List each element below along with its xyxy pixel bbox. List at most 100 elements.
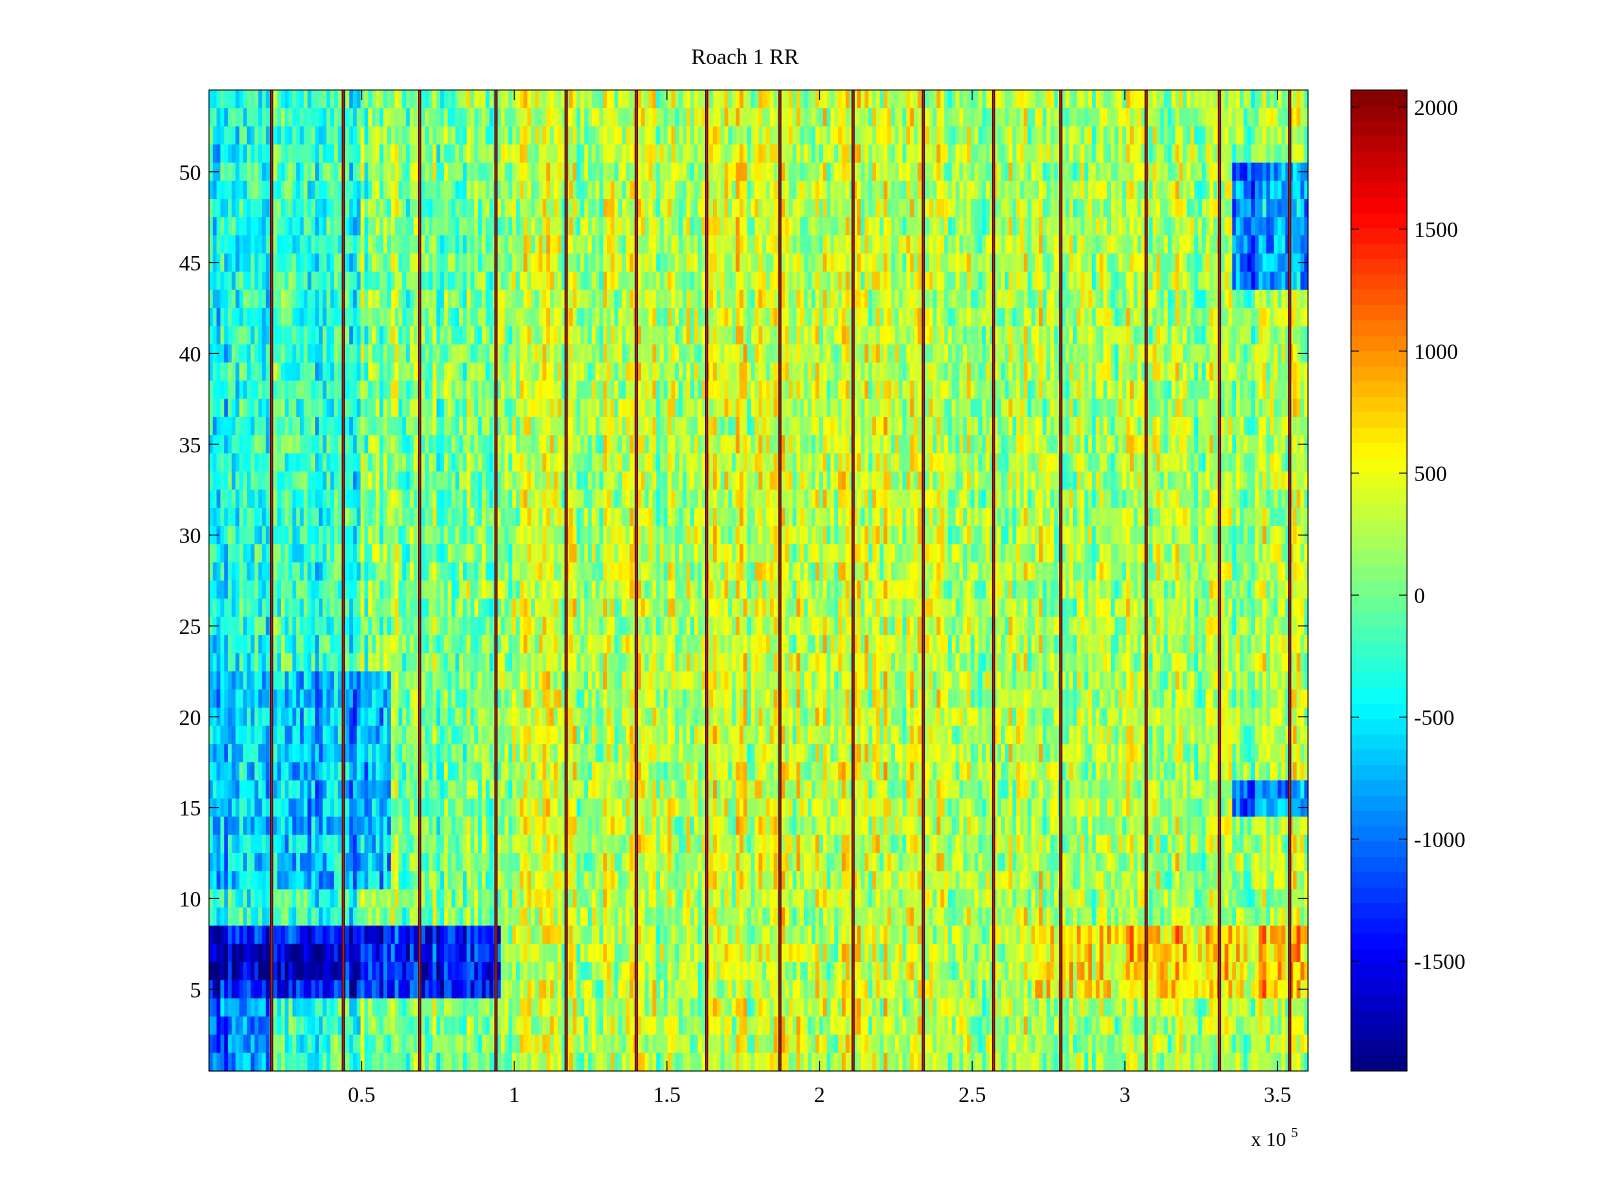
heatmap-cell: [383, 653, 388, 672]
heatmap-cell: [246, 126, 252, 146]
heatmap-cell: [459, 980, 464, 999]
heatmap-cell: [288, 362, 293, 382]
heatmap-cell: [318, 417, 324, 436]
heatmap-cell: [330, 417, 335, 436]
heatmap-cell: [470, 962, 475, 981]
heatmap-cell: [231, 671, 237, 691]
heatmap-cell: [239, 943, 244, 963]
heatmap-cell: [497, 217, 502, 236]
heatmap-cell: [474, 526, 479, 545]
heatmap-cell: [349, 417, 354, 436]
heatmap-cell: [292, 126, 297, 146]
heatmap-cell: [371, 507, 377, 527]
heatmap-cell: [489, 526, 494, 545]
heatmap-cell: [235, 616, 240, 636]
heatmap-cell: [470, 180, 475, 200]
heatmap-cell: [277, 544, 282, 563]
heatmap-cell: [451, 217, 456, 236]
heatmap-cell: [364, 635, 369, 654]
heatmap-cell: [227, 798, 233, 818]
heatmap-cell: [553, 598, 559, 618]
heatmap-cell: [428, 635, 434, 654]
heatmap-cell: [485, 126, 491, 146]
heatmap-cell: [489, 217, 494, 236]
heatmap-cell: [390, 616, 396, 636]
heatmap-cell: [504, 126, 509, 146]
heatmap-cell: [508, 380, 513, 400]
heatmap-cell: [512, 108, 517, 127]
heatmap-cell: [315, 889, 320, 909]
heatmap-cell: [220, 271, 225, 291]
heatmap-cell: [413, 816, 419, 836]
heatmap-cell: [311, 943, 316, 963]
heatmap-cell: [387, 798, 392, 818]
heatmap-cell: [466, 417, 472, 436]
heatmap-cell: [523, 253, 528, 273]
heatmap-cell: [553, 1052, 559, 1072]
heatmap-cell: [284, 998, 290, 1018]
heatmap-cell: [330, 689, 335, 709]
heatmap-cell: [334, 162, 339, 182]
heatmap-cell: [307, 417, 312, 436]
heatmap-cell: [231, 326, 237, 345]
heatmap-cell: [398, 453, 403, 473]
heatmap-cell: [542, 90, 547, 109]
heatmap-cell: [470, 780, 475, 800]
heatmap-cell: [383, 853, 388, 872]
heatmap-cell: [432, 562, 437, 582]
heatmap-cell: [459, 507, 464, 527]
heatmap-cell: [462, 235, 468, 255]
heatmap-cell: [485, 398, 491, 418]
heatmap-cell: [478, 144, 483, 164]
heatmap-cell: [534, 744, 540, 763]
heatmap-cell: [311, 1034, 316, 1054]
heatmap-cell: [443, 417, 449, 436]
heatmap-cell: [231, 108, 237, 127]
heatmap-cell: [421, 962, 426, 981]
heatmap-cell: [478, 962, 483, 981]
heatmap-cell: [394, 853, 400, 872]
heatmap-cell: [383, 144, 388, 164]
heatmap-cell: [262, 1052, 267, 1072]
heatmap-cell: [368, 326, 373, 345]
heatmap-cell: [296, 980, 301, 999]
heatmap-cell: [250, 798, 256, 818]
heatmap-cell: [224, 907, 229, 927]
heatmap-cell: [474, 199, 479, 218]
heatmap-cell: [546, 707, 551, 727]
heatmap-cell: [515, 1016, 521, 1036]
heatmap-cell: [258, 271, 263, 291]
heatmap-cell: [322, 562, 328, 582]
heatmap-cell: [353, 162, 358, 182]
heatmap-cell: [250, 90, 256, 109]
heatmap-cell: [326, 126, 331, 146]
heatmap-cell: [481, 980, 487, 999]
heatmap-cell: [462, 180, 468, 200]
heatmap-cell: [406, 144, 411, 164]
heatmap-cell: [307, 526, 312, 545]
heatmap-cell: [398, 380, 403, 400]
heatmap-cell: [500, 853, 506, 872]
heatmap-cell: [425, 780, 430, 800]
heatmap-cell: [390, 199, 396, 218]
heatmap-cell: [318, 453, 324, 473]
heatmap-cell: [311, 526, 316, 545]
heatmap-cell: [375, 671, 381, 691]
heatmap-cell: [459, 616, 464, 636]
heatmap-cell: [227, 417, 233, 436]
heatmap-cell: [402, 417, 407, 436]
heatmap-cell: [243, 144, 248, 164]
heatmap-cell: [534, 998, 540, 1018]
heatmap-cell: [478, 126, 483, 146]
heatmap-cell: [504, 162, 509, 182]
heatmap-cell: [364, 253, 369, 273]
heatmap-cell: [356, 744, 362, 763]
heatmap-cell: [262, 907, 267, 927]
heatmap-cell: [387, 707, 392, 727]
heatmap-cell: [459, 889, 464, 909]
heatmap-cell: [345, 1052, 350, 1072]
heatmap-cell: [515, 544, 521, 563]
heatmap-cell: [390, 1052, 396, 1072]
heatmap-cell: [292, 925, 297, 945]
heatmap-cell: [478, 580, 483, 600]
